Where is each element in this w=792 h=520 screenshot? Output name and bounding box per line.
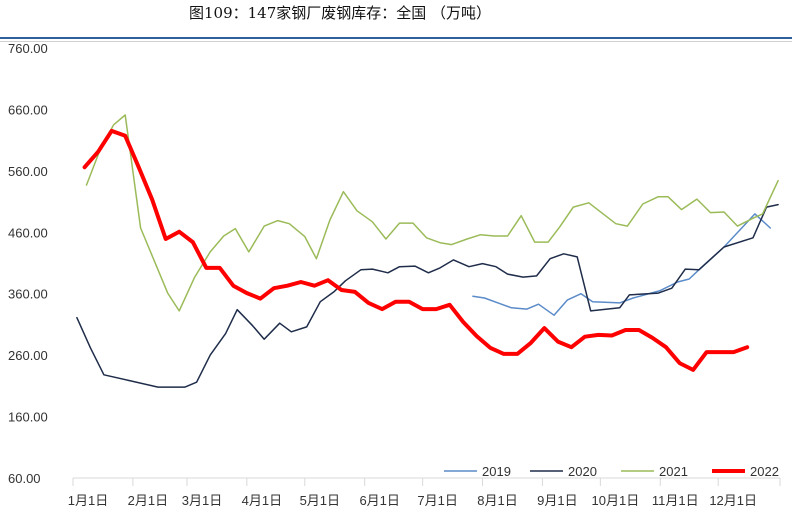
x-tick-label: 9月1日 <box>537 493 577 508</box>
header-rule <box>0 37 792 39</box>
legend-label-2022: 2022 <box>750 464 779 479</box>
series-line-2020 <box>76 203 779 388</box>
x-tick-label: 1月1日 <box>68 493 108 508</box>
series-line-2019 <box>472 213 772 316</box>
series-line-2021 <box>85 114 779 312</box>
legend-label-2020: 2020 <box>568 464 597 479</box>
y-tick-label: 260.00 <box>8 348 48 363</box>
x-tick-label: 2月1日 <box>128 493 168 508</box>
x-tick-label: 7月1日 <box>417 493 457 508</box>
series-lines <box>76 114 779 388</box>
y-tick-label: 60.00 <box>8 471 41 486</box>
x-tick-label: 6月1日 <box>359 493 399 508</box>
y-axis: 60.00 160.00 260.00 360.00 460.00 560.00 660.0… <box>8 41 48 486</box>
legend-label-2019: 2019 <box>482 464 511 479</box>
y-tick-label: 360.00 <box>8 287 48 302</box>
x-tick-label: 4月1日 <box>242 493 282 508</box>
series-line-2022 <box>82 128 750 372</box>
x-tick-label: 12月1日 <box>709 493 757 508</box>
chart-title: 图109：147家钢厂废钢库存：全国 （万吨） <box>188 4 492 22</box>
y-tick-label: 460.00 <box>8 225 48 240</box>
y-tick-label: 660.00 <box>8 102 48 117</box>
y-tick-label: 760.00 <box>8 41 48 56</box>
x-tick-label: 8月1日 <box>477 493 517 508</box>
y-tick-label: 160.00 <box>8 410 48 425</box>
x-tick-label: 5月1日 <box>300 493 340 508</box>
x-tick-label: 11月1日 <box>652 493 699 508</box>
x-tick-label: 10月1日 <box>592 493 640 508</box>
legend: 2019 2020 2021 2022 <box>444 464 779 479</box>
legend-label-2021: 2021 <box>659 464 688 479</box>
x-tick-label: 3月1日 <box>182 493 222 508</box>
x-axis: 1月1日 2月1日 3月1日 4月1日 5月1日 6月1日 7月1日 8月1日 9月1日 10月1… <box>68 477 781 508</box>
header-rule-shadow <box>0 41 792 42</box>
y-tick-label: 560.00 <box>8 164 48 179</box>
